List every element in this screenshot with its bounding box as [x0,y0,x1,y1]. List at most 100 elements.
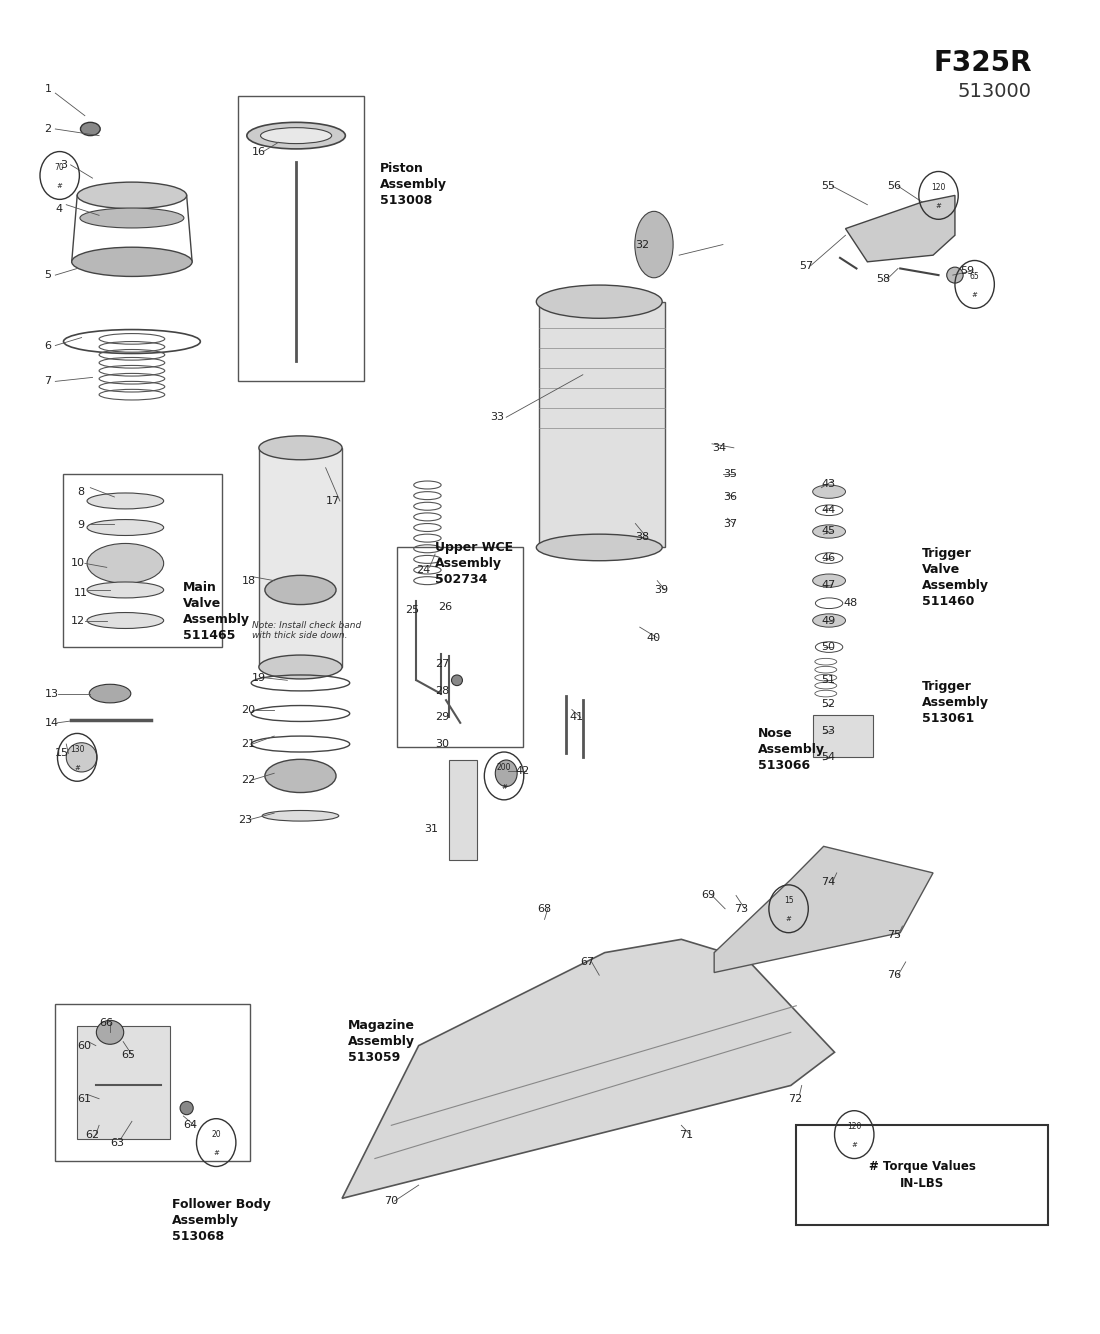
Ellipse shape [77,183,187,208]
Text: Trigger
Valve
Assembly
511460: Trigger Valve Assembly 511460 [922,547,989,608]
Text: 39: 39 [654,584,668,595]
Text: Magazine
Assembly
513059: Magazine Assembly 513059 [348,1019,415,1065]
Ellipse shape [97,1021,123,1045]
Text: 34: 34 [712,443,726,452]
Text: #: # [971,292,978,297]
Bar [63,475,222,647]
Text: 71: 71 [679,1130,693,1139]
Ellipse shape [258,655,342,679]
Ellipse shape [87,519,164,535]
Ellipse shape [80,208,184,228]
Text: 38: 38 [636,532,649,542]
Text: 68: 68 [537,903,551,914]
Text: 59: 59 [960,265,975,276]
Text: 70: 70 [384,1197,398,1206]
Text: 76: 76 [887,970,901,980]
Text: #: # [502,783,507,790]
Text: 36: 36 [723,492,737,502]
Text: 42: 42 [515,766,529,775]
Text: 75: 75 [887,930,901,940]
Ellipse shape [947,267,964,283]
Text: 9: 9 [77,520,85,530]
Text: 35: 35 [723,470,737,479]
Text: 43: 43 [822,479,836,488]
Bar [539,301,664,547]
Text: 52: 52 [822,699,836,710]
Ellipse shape [635,211,673,277]
Text: Nose
Assembly
513066: Nose Assembly 513066 [758,727,825,772]
Ellipse shape [87,612,164,628]
Text: 48: 48 [844,598,858,608]
Ellipse shape [537,534,662,560]
Ellipse shape [265,759,336,792]
Ellipse shape [451,675,462,686]
Text: 47: 47 [822,580,836,590]
Text: 6: 6 [44,340,52,351]
Text: 28: 28 [436,686,449,696]
Ellipse shape [66,743,97,772]
Text: 72: 72 [789,1094,803,1103]
Text: 58: 58 [876,273,890,284]
Text: 57: 57 [800,261,814,271]
Ellipse shape [80,123,100,136]
Text: 69: 69 [701,891,715,900]
Text: 66: 66 [99,1018,113,1029]
Text: 27: 27 [436,659,449,670]
Ellipse shape [89,684,131,703]
Text: 65: 65 [121,1050,135,1061]
Text: 49: 49 [822,615,836,626]
Text: 32: 32 [636,240,649,249]
Text: 12: 12 [70,615,85,626]
Text: 200: 200 [497,763,512,772]
Ellipse shape [180,1102,194,1115]
Text: 73: 73 [734,903,748,914]
Text: 55: 55 [822,181,835,191]
Text: 64: 64 [184,1121,198,1130]
Text: Note: Install check band
with thick side down.: Note: Install check band with thick side… [252,620,362,640]
Ellipse shape [87,494,164,508]
Text: 19: 19 [252,672,266,683]
Text: 25: 25 [406,604,420,615]
Bar [449,760,476,859]
Text: 67: 67 [581,956,595,967]
Text: Main
Valve
Assembly
511465: Main Valve Assembly 511465 [184,580,251,642]
Text: 17: 17 [326,496,340,506]
Text: 61: 61 [77,1094,91,1103]
Bar [55,1005,250,1161]
Text: 20: 20 [241,704,255,715]
Text: 513000: 513000 [958,83,1032,101]
Ellipse shape [537,285,662,319]
Text: #: # [75,764,80,771]
Text: 21: 21 [241,739,255,750]
Bar [238,96,364,382]
Text: #: # [57,183,63,189]
Ellipse shape [813,486,846,499]
Bar [77,1026,170,1139]
Text: 16: 16 [252,147,266,156]
Text: 130: 130 [70,744,85,754]
Text: 33: 33 [490,412,504,423]
Ellipse shape [813,524,846,538]
Text: 2: 2 [44,124,52,133]
Text: 51: 51 [822,675,835,686]
Text: #: # [936,203,942,209]
Bar [397,547,522,747]
Text: 54: 54 [822,752,836,762]
Text: 11: 11 [74,587,88,598]
Text: 31: 31 [425,824,438,834]
Text: 1: 1 [44,84,52,95]
Text: 37: 37 [723,519,737,528]
Text: 46: 46 [822,554,836,563]
Text: 7: 7 [44,376,52,387]
Ellipse shape [262,811,339,822]
Ellipse shape [813,574,846,587]
Text: 65: 65 [970,272,979,281]
Text: #: # [785,916,792,922]
Text: #: # [213,1150,219,1157]
Text: 50: 50 [822,642,835,652]
Ellipse shape [495,760,517,787]
Text: 62: 62 [85,1130,99,1139]
Text: 29: 29 [436,712,449,723]
Bar [258,448,342,667]
Text: Trigger
Assembly
513061: Trigger Assembly 513061 [922,680,989,726]
